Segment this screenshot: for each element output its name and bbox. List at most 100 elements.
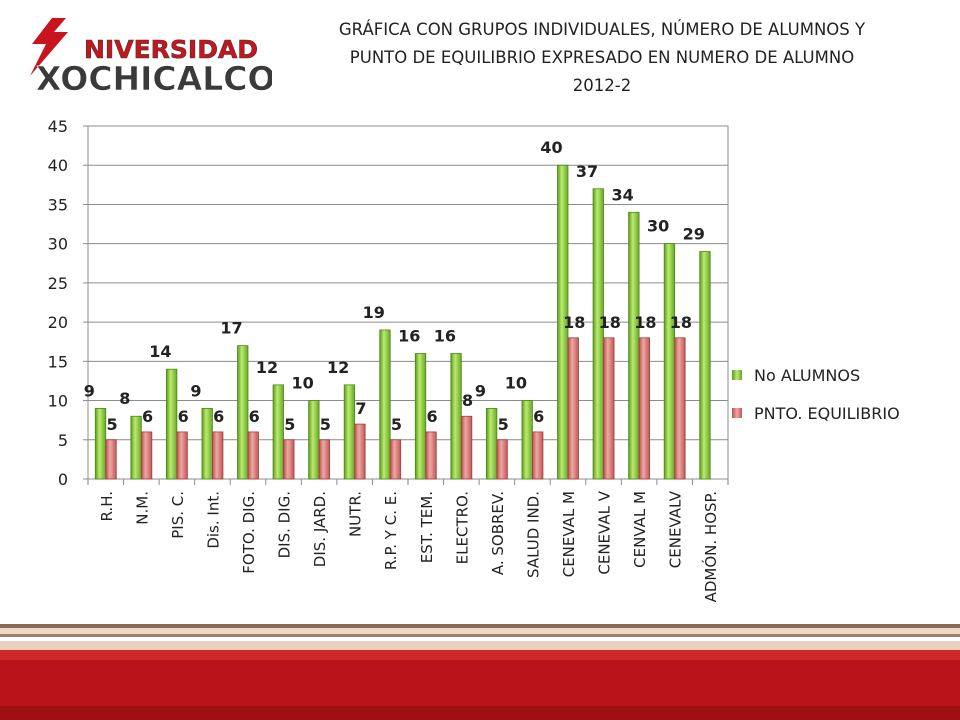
x-tick-label: N.M. <box>133 491 151 525</box>
y-tick-label: 40 <box>48 156 68 175</box>
logo-line2: XOCHICALCO <box>36 59 272 96</box>
data-label-alumnos: 37 <box>576 162 598 181</box>
bar-equilibrio <box>105 439 117 480</box>
data-label-equilibrio: 6 <box>178 407 189 426</box>
bar-alumnos <box>130 415 142 480</box>
data-label-alumnos: 9 <box>190 381 201 400</box>
logo-red-swoosh <box>30 18 68 76</box>
universidad-xochicalco-logo: NIVERSIDAD XOCHICALCO <box>30 18 272 96</box>
bar-alumnos <box>450 353 462 480</box>
bar-alumnos <box>557 164 569 480</box>
bar-alumnos <box>485 407 498 480</box>
data-label-equilibrio: 5 <box>320 415 331 434</box>
x-tick-label: FOTO. DIG. <box>240 491 258 574</box>
x-tick-label: CENVAL M <box>631 491 649 568</box>
data-label-equilibrio: 18 <box>599 313 621 332</box>
data-label-alumnos: 16 <box>434 326 456 345</box>
bar-alumnos <box>628 211 640 480</box>
bar-alumnos <box>165 368 178 480</box>
bar-alumnos <box>308 400 320 480</box>
data-label-equilibrio: 6 <box>249 407 260 426</box>
bar-alumnos <box>379 329 391 480</box>
data-label-equilibrio: 6 <box>142 407 153 426</box>
legend-swatch-equilibrio <box>732 408 742 418</box>
bar-equilibrio <box>460 415 473 480</box>
bar-equilibrio <box>674 337 686 480</box>
data-label-alumnos: 9 <box>84 381 95 400</box>
data-label-alumnos: 19 <box>363 303 385 322</box>
x-tick-label: CENEVALV <box>667 490 685 568</box>
bar-alumnos <box>663 243 676 480</box>
chart-legend: No ALUMNOS PNTO. EQUILIBRIO <box>732 360 947 436</box>
bar-alumnos <box>237 345 249 480</box>
chart-title-line-3: 2012-2 <box>572 76 632 95</box>
data-label-equilibrio: 6 <box>213 407 224 426</box>
data-label-equilibrio: 5 <box>498 415 509 434</box>
x-tick-label: PIS. C. <box>169 491 187 539</box>
bar-alumnos <box>592 188 604 480</box>
data-label-alumnos: 10 <box>505 374 527 393</box>
bar-equilibrio <box>496 439 508 480</box>
data-label-equilibrio: 7 <box>355 399 366 418</box>
bar-alumnos <box>699 251 711 480</box>
data-label-equilibrio: 18 <box>670 313 692 332</box>
y-tick-label: 15 <box>48 352 68 371</box>
x-tick-label: ADMÓN. HOSP. <box>701 491 720 602</box>
x-tick-label: Dis. Int. <box>204 491 222 549</box>
y-tick-label: 45 <box>48 117 68 136</box>
bar-alumnos <box>343 384 356 480</box>
data-label-alumnos: 12 <box>256 358 278 377</box>
data-label-alumnos: 8 <box>119 389 130 408</box>
x-tick-label: DIS. DIG. <box>276 491 294 558</box>
bar-alumnos <box>94 407 107 480</box>
data-label-alumnos: 10 <box>291 374 313 393</box>
legend-swatch-alumnos <box>732 370 742 380</box>
chart-title-line-2: PUNTO DE EQUILIBRIO EXPRESADO EN NUMERO … <box>349 48 855 67</box>
x-tick-label: DIS. JARD. <box>311 491 329 567</box>
logo-line1: NIVERSIDAD <box>84 35 258 64</box>
bar-equilibrio <box>140 431 153 480</box>
footer-stripe <box>0 624 960 720</box>
x-tick-label: CENEVAL V <box>596 490 614 574</box>
data-label-alumnos: 34 <box>611 185 633 204</box>
data-label-alumnos: 29 <box>683 225 705 244</box>
y-tick-label: 5 <box>58 431 68 450</box>
bar-equilibrio <box>532 431 544 480</box>
chart-title-line-1: GRÁFICA CON GRUPOS INDIVIDUALES, NÚMERO … <box>338 20 866 39</box>
data-label-equilibrio: 5 <box>391 415 402 434</box>
y-tick-label: 0 <box>58 470 68 489</box>
bar-equilibrio <box>247 431 259 480</box>
data-label-alumnos: 40 <box>540 138 562 157</box>
bar-equilibrio <box>354 423 366 480</box>
data-label-alumnos: 14 <box>149 342 171 361</box>
data-label-equilibrio: 8 <box>462 391 473 410</box>
bar-equilibrio <box>389 439 402 480</box>
legend-label-equilibrio: PNTO. EQUILIBRIO <box>754 403 900 423</box>
x-tick-label: NUTR. <box>347 491 365 537</box>
legend-item-equilibrio: PNTO. EQUILIBRIO <box>732 398 947 428</box>
y-tick-label: 30 <box>48 235 68 254</box>
x-tick-label: CENEVAL M <box>560 491 578 577</box>
data-label-alumnos: 17 <box>220 319 242 338</box>
legend-label-alumnos: No ALUMNOS <box>754 365 861 385</box>
data-label-alumnos: 16 <box>398 326 420 345</box>
data-label-equilibrio: 5 <box>284 415 295 434</box>
data-label-equilibrio: 6 <box>533 407 544 426</box>
data-label-equilibrio: 5 <box>106 415 117 434</box>
data-label-equilibrio: 18 <box>563 313 585 332</box>
bar-alumnos <box>272 384 284 480</box>
data-label-equilibrio: 18 <box>634 313 656 332</box>
chart-title: GRÁFICA CON GRUPOS INDIVIDUALES, NÚMERO … <box>272 16 932 100</box>
bar-alumnos <box>414 353 427 480</box>
y-tick-label: 35 <box>48 195 68 214</box>
data-label-alumnos: 30 <box>647 217 669 236</box>
bar-equilibrio <box>212 431 224 480</box>
data-label-alumnos: 12 <box>327 358 349 377</box>
data-label-equilibrio: 6 <box>426 407 437 426</box>
x-tick-label: R.H. <box>98 491 116 521</box>
bar-equilibrio <box>318 439 331 480</box>
bar-alumnos <box>201 407 213 480</box>
bar-equilibrio <box>567 337 579 480</box>
bar-equilibrio <box>425 431 437 480</box>
